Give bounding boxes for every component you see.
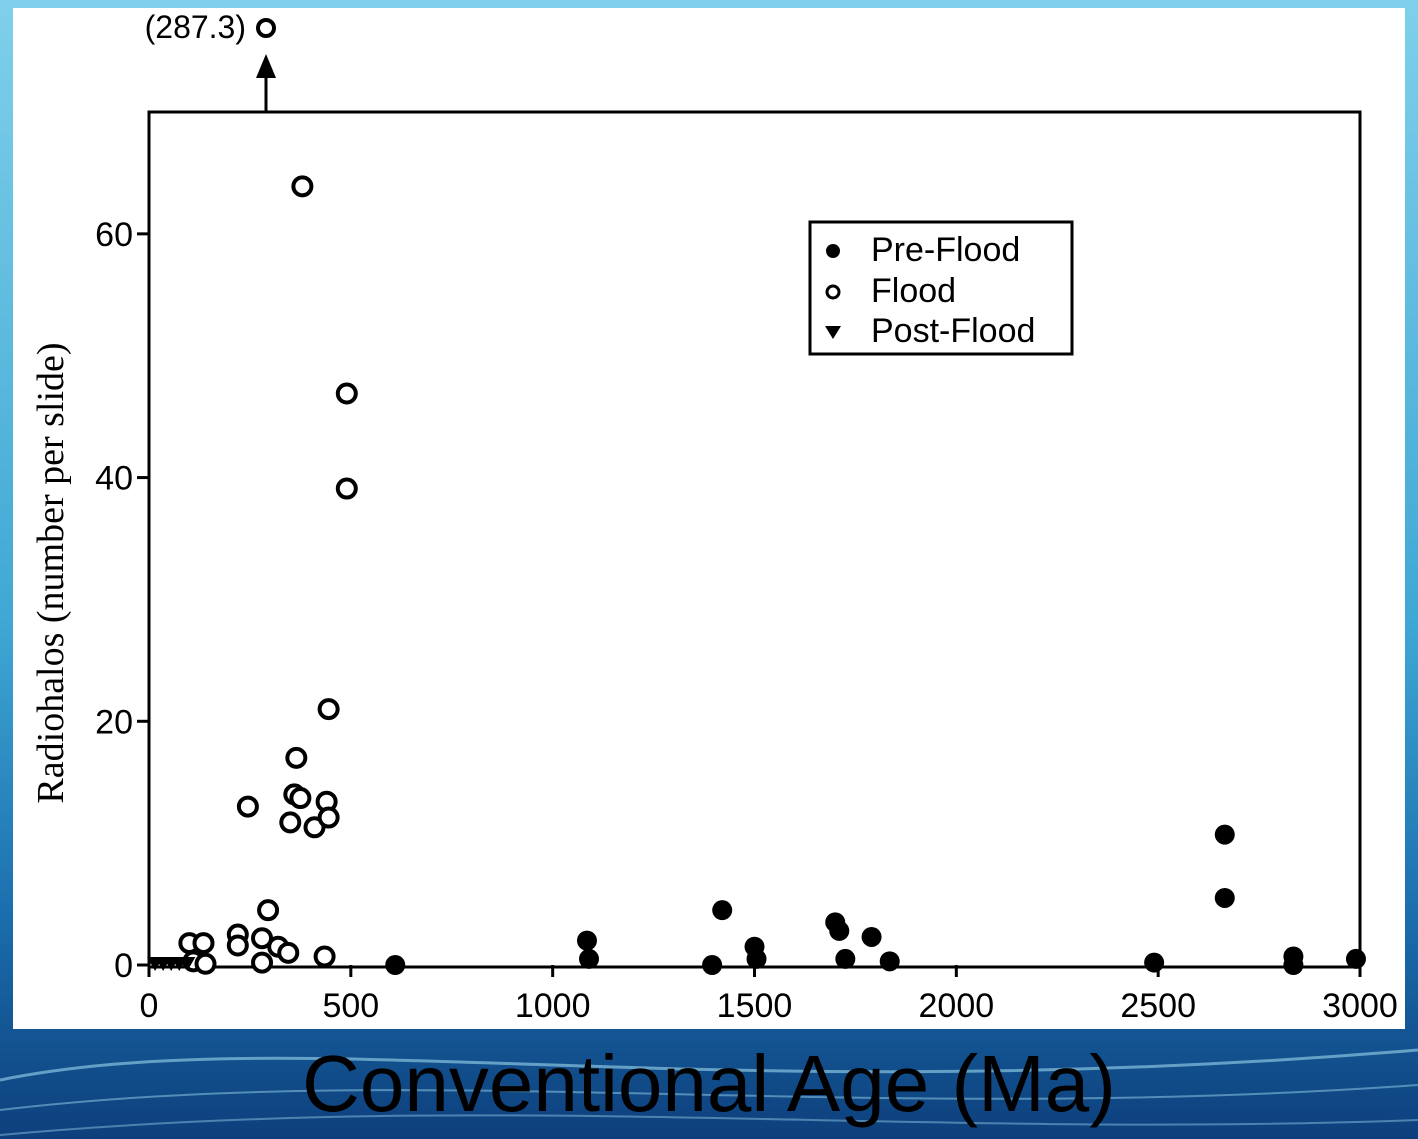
- legend: Pre-Flood Flood Post-Flood: [808, 220, 1074, 356]
- legend-label-flood: Flood: [871, 272, 956, 310]
- pre-flood-point-17: [1345, 948, 1366, 969]
- flood-point-23: [313, 945, 336, 968]
- pre-flood-point-12: [1144, 952, 1165, 973]
- x-tick-label-3: 1500: [717, 987, 793, 1025]
- x-axis: 0 500 1000 1500 2000 2500 3000: [140, 965, 1398, 1025]
- flood-point-14: [192, 932, 215, 955]
- flood-point-16: [226, 934, 249, 957]
- chart-panel: Radiohalos (number per slide) 0 500 1000 15…: [13, 8, 1405, 1029]
- plot-frame: [147, 110, 1362, 969]
- legend-frame: [808, 220, 1074, 356]
- flood-point-5: [236, 795, 259, 818]
- pre-flood-point-8: [829, 920, 850, 941]
- x-tick-label-5: 2500: [1120, 987, 1196, 1025]
- data-points: [147, 175, 1366, 975]
- y-tick-label-2: 40: [95, 460, 133, 498]
- post-flood-point-4: [179, 957, 196, 971]
- pre-flood-point-14: [1214, 887, 1235, 908]
- y-axis-label: Radiohalos (number per slide): [30, 342, 72, 803]
- y-tick-label-0: 0: [114, 947, 133, 985]
- annotation-arrow-head: [256, 54, 276, 78]
- legend-marker-flood: [825, 284, 841, 300]
- y-tick-label-3: 60: [95, 216, 133, 254]
- flood-point-21: [194, 952, 217, 975]
- pre-flood-point-4: [712, 900, 733, 921]
- pre-flood-point-6: [746, 948, 767, 969]
- pre-flood-point-16: [1283, 955, 1304, 975]
- annotation-point: [256, 18, 276, 38]
- flood-point-0: [291, 175, 314, 198]
- x-axis-label: Conventional Age (Ma): [302, 1039, 1116, 1128]
- x-tick-label-4: 2000: [919, 987, 995, 1025]
- scatter-plot: Radiohalos (number per slide) 0 500 1000 15…: [30, 9, 1398, 1025]
- x-tick-label-2: 1000: [515, 987, 591, 1025]
- y-axis: 0 20 40 60: [95, 216, 149, 985]
- annotation-label: (287.3): [145, 9, 246, 45]
- x-tick-label-6: 3000: [1322, 987, 1398, 1025]
- legend-label-post-flood: Post-Flood: [871, 312, 1035, 350]
- flood-point-3: [317, 698, 340, 721]
- flood-point-22: [251, 951, 274, 974]
- pre-flood-point-3: [702, 955, 723, 975]
- pre-flood-point-2: [578, 948, 599, 969]
- flood-point-19: [277, 941, 300, 964]
- pre-flood-point-1: [576, 930, 597, 951]
- legend-label-pre-flood: Pre-Flood: [871, 231, 1020, 269]
- pre-flood-point-11: [879, 951, 900, 972]
- flood-point-1: [335, 382, 358, 405]
- off-scale-annotation: (287.3): [145, 9, 276, 112]
- x-tick-label-1: 500: [322, 987, 379, 1025]
- flood-point-9: [279, 811, 302, 834]
- flood-point-12: [257, 899, 280, 922]
- y-tick-label-1: 20: [95, 703, 133, 741]
- x-tick-label-0: 0: [140, 987, 159, 1025]
- flood-point-2: [335, 477, 358, 500]
- pre-flood-point-0: [385, 955, 406, 975]
- legend-marker-pre-flood: [826, 244, 840, 258]
- legend-marker-post-flood: [825, 326, 841, 339]
- pre-flood-point-9: [835, 948, 856, 969]
- pre-flood-point-10: [861, 926, 882, 947]
- flood-point-4: [285, 746, 308, 769]
- pre-flood-point-13: [1214, 824, 1235, 845]
- flood-point-11: [317, 806, 340, 829]
- flood-point-7: [289, 787, 312, 810]
- flood-point-17: [251, 927, 274, 950]
